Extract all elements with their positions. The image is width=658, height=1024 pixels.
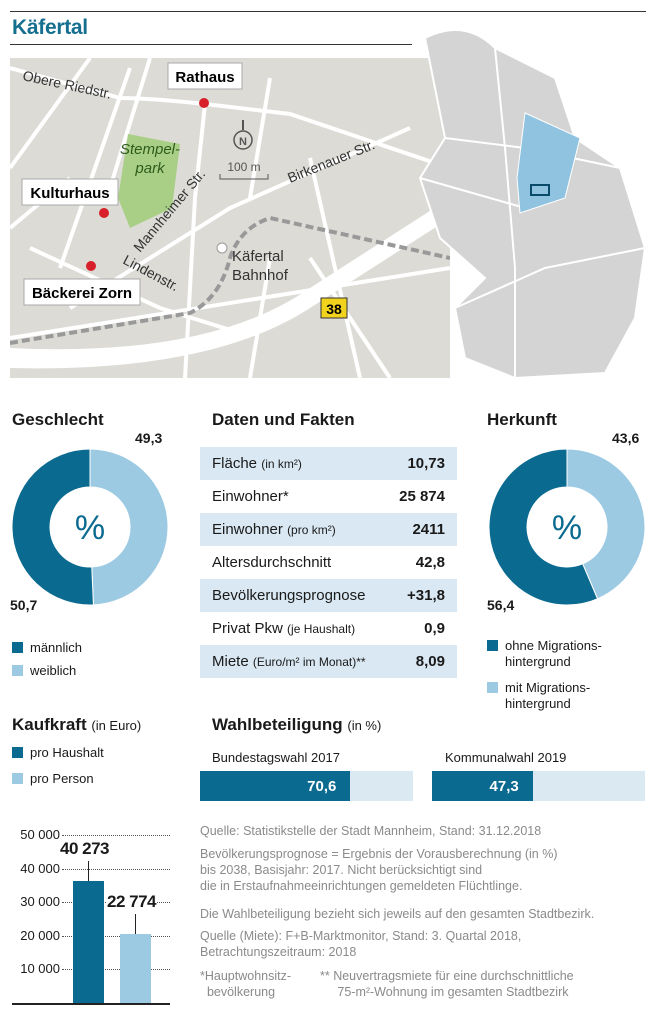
donut-slice-1 bbox=[89, 448, 169, 606]
percent-symbol: % bbox=[75, 509, 105, 547]
legend-maennlich: männlich bbox=[12, 640, 82, 656]
y-tick-label: 10 000 bbox=[20, 961, 60, 977]
x-axis bbox=[12, 1003, 170, 1005]
note-miete: Quelle (Miete): F+B-Marktmonitor, Stand:… bbox=[200, 929, 522, 959]
y-tick-label: 40 000 bbox=[20, 860, 60, 876]
table-row: Miete (Euro/m² im Monat)** 8,09 bbox=[200, 645, 457, 678]
compass-icon bbox=[233, 130, 253, 150]
marker-baeckerei-zorn: Bäckerei Zorn bbox=[23, 261, 141, 306]
maennlich-value: 50,7 bbox=[10, 597, 38, 613]
bar-value-label: 22 774 bbox=[107, 892, 157, 913]
geschlecht-heading: Geschlecht bbox=[12, 410, 104, 429]
legend-ohne-migration: ohne Migrations-hintergrund bbox=[487, 638, 602, 670]
svg-text:Bahnhof: Bahnhof bbox=[232, 267, 289, 284]
stempelpark bbox=[118, 134, 180, 228]
y-tick-label: 50 000 bbox=[20, 827, 60, 842]
marker-kulturhaus: Kulturhaus bbox=[21, 178, 119, 218]
station-label: Käfertal bbox=[232, 248, 284, 265]
donut-slice-0 bbox=[11, 448, 94, 606]
legend-weiblich: weiblich bbox=[12, 663, 76, 679]
mit-migration-value: 43,6 bbox=[612, 430, 640, 446]
wahl-heading: Wahlbeteiligung (in %) bbox=[212, 715, 382, 734]
herkunft-heading: Herkunft bbox=[487, 410, 557, 429]
gridline bbox=[62, 935, 170, 937]
table-row: Fläche (in km²) 10,73 bbox=[200, 447, 457, 480]
y-tick-label: 30 000 bbox=[20, 894, 60, 910]
kommunalwahl-label: Kommunalwahl 2019 bbox=[445, 750, 567, 765]
daten-heading: Daten und Fakten bbox=[212, 410, 355, 429]
page-title: Käfertal bbox=[12, 16, 88, 39]
gridline bbox=[62, 969, 170, 971]
geschlecht-donut: % bbox=[11, 448, 169, 606]
percent-symbol: % bbox=[552, 509, 582, 547]
note-wahl: Die Wahlbeteiligung bezieht sich jeweils… bbox=[200, 907, 595, 921]
title-rule bbox=[10, 44, 412, 45]
table-row: Bevölkerungsprognose +31,8 bbox=[200, 579, 457, 612]
herkunft-donut: % bbox=[488, 448, 646, 606]
svg-text:park: park bbox=[134, 160, 166, 177]
svg-text:N: N bbox=[239, 136, 247, 148]
road-number-badge bbox=[320, 297, 348, 319]
marker-rathaus: Rathaus bbox=[167, 62, 243, 108]
svg-text:Bäckerei Zorn: Bäckerei Zorn bbox=[32, 285, 132, 302]
table-row: Einwohner* 25 874 bbox=[212, 488, 445, 505]
scale-label: 100 m bbox=[227, 160, 260, 174]
legend-mit-migration: mit Migrations-hintergrund bbox=[487, 680, 590, 712]
weiblich-value: 49,3 bbox=[135, 430, 163, 446]
ohne-migration-value: 56,4 bbox=[487, 597, 515, 613]
table-row: Einwohner (pro km²) 2411 bbox=[200, 513, 457, 546]
donut-slice-0 bbox=[488, 448, 599, 606]
svg-text:Kulturhaus: Kulturhaus bbox=[30, 185, 109, 202]
note-source: Quelle: Statistikstelle der Stadt Mannhe… bbox=[200, 824, 542, 838]
bar-value-label: 40 273 bbox=[60, 839, 110, 860]
svg-text:38: 38 bbox=[326, 301, 342, 317]
district-overview-map bbox=[418, 29, 647, 378]
table-row: Privat Pkw (je Haushalt) 0,9 bbox=[212, 620, 445, 637]
bar-pro-person bbox=[120, 934, 151, 1003]
street-map: Stempel- park Obere Riedstr. Mannheimer … bbox=[10, 58, 450, 378]
donut-slice-1 bbox=[566, 448, 646, 600]
note-prognose: Bevölkerungsprognose = Ergebnis der Vora… bbox=[200, 847, 558, 893]
bundestagswahl-label: Bundestagswahl 2017 bbox=[212, 750, 340, 765]
svg-text:Stempel-: Stempel- bbox=[120, 141, 180, 158]
bar-pro-haushalt bbox=[73, 881, 104, 1003]
bundestagswahl-bar: 70,6 bbox=[200, 771, 413, 801]
facts-table: Fläche (in km²) 10,73 Einwohner* 25 874 E… bbox=[200, 447, 457, 678]
kommunalwahl-bar: 47,3 bbox=[432, 771, 645, 801]
footnote-neuvertragsmiete: ** Neuvertragsmiete für eine durchschnit… bbox=[320, 969, 574, 999]
legend-pro-haushalt: pro Haushalt bbox=[12, 745, 104, 761]
legend-pro-person: pro Person bbox=[12, 771, 94, 787]
y-tick-label: 20 000 bbox=[20, 927, 60, 943]
table-row: Altersdurchschnitt 42,8 bbox=[212, 554, 445, 571]
kaufkraft-heading: Kaufkraft (in Euro) bbox=[12, 715, 142, 734]
svg-text:Rathaus: Rathaus bbox=[175, 69, 234, 86]
gridline bbox=[62, 868, 170, 870]
gridline bbox=[62, 835, 170, 836]
kommunalwahl-fill: 47,3 bbox=[432, 771, 533, 801]
top-rule bbox=[10, 11, 646, 12]
bundestagswahl-fill: 70,6 bbox=[200, 771, 351, 801]
footnote-hauptwohnsitz: *Hauptwohnsitz- bevölkerung bbox=[200, 969, 292, 999]
